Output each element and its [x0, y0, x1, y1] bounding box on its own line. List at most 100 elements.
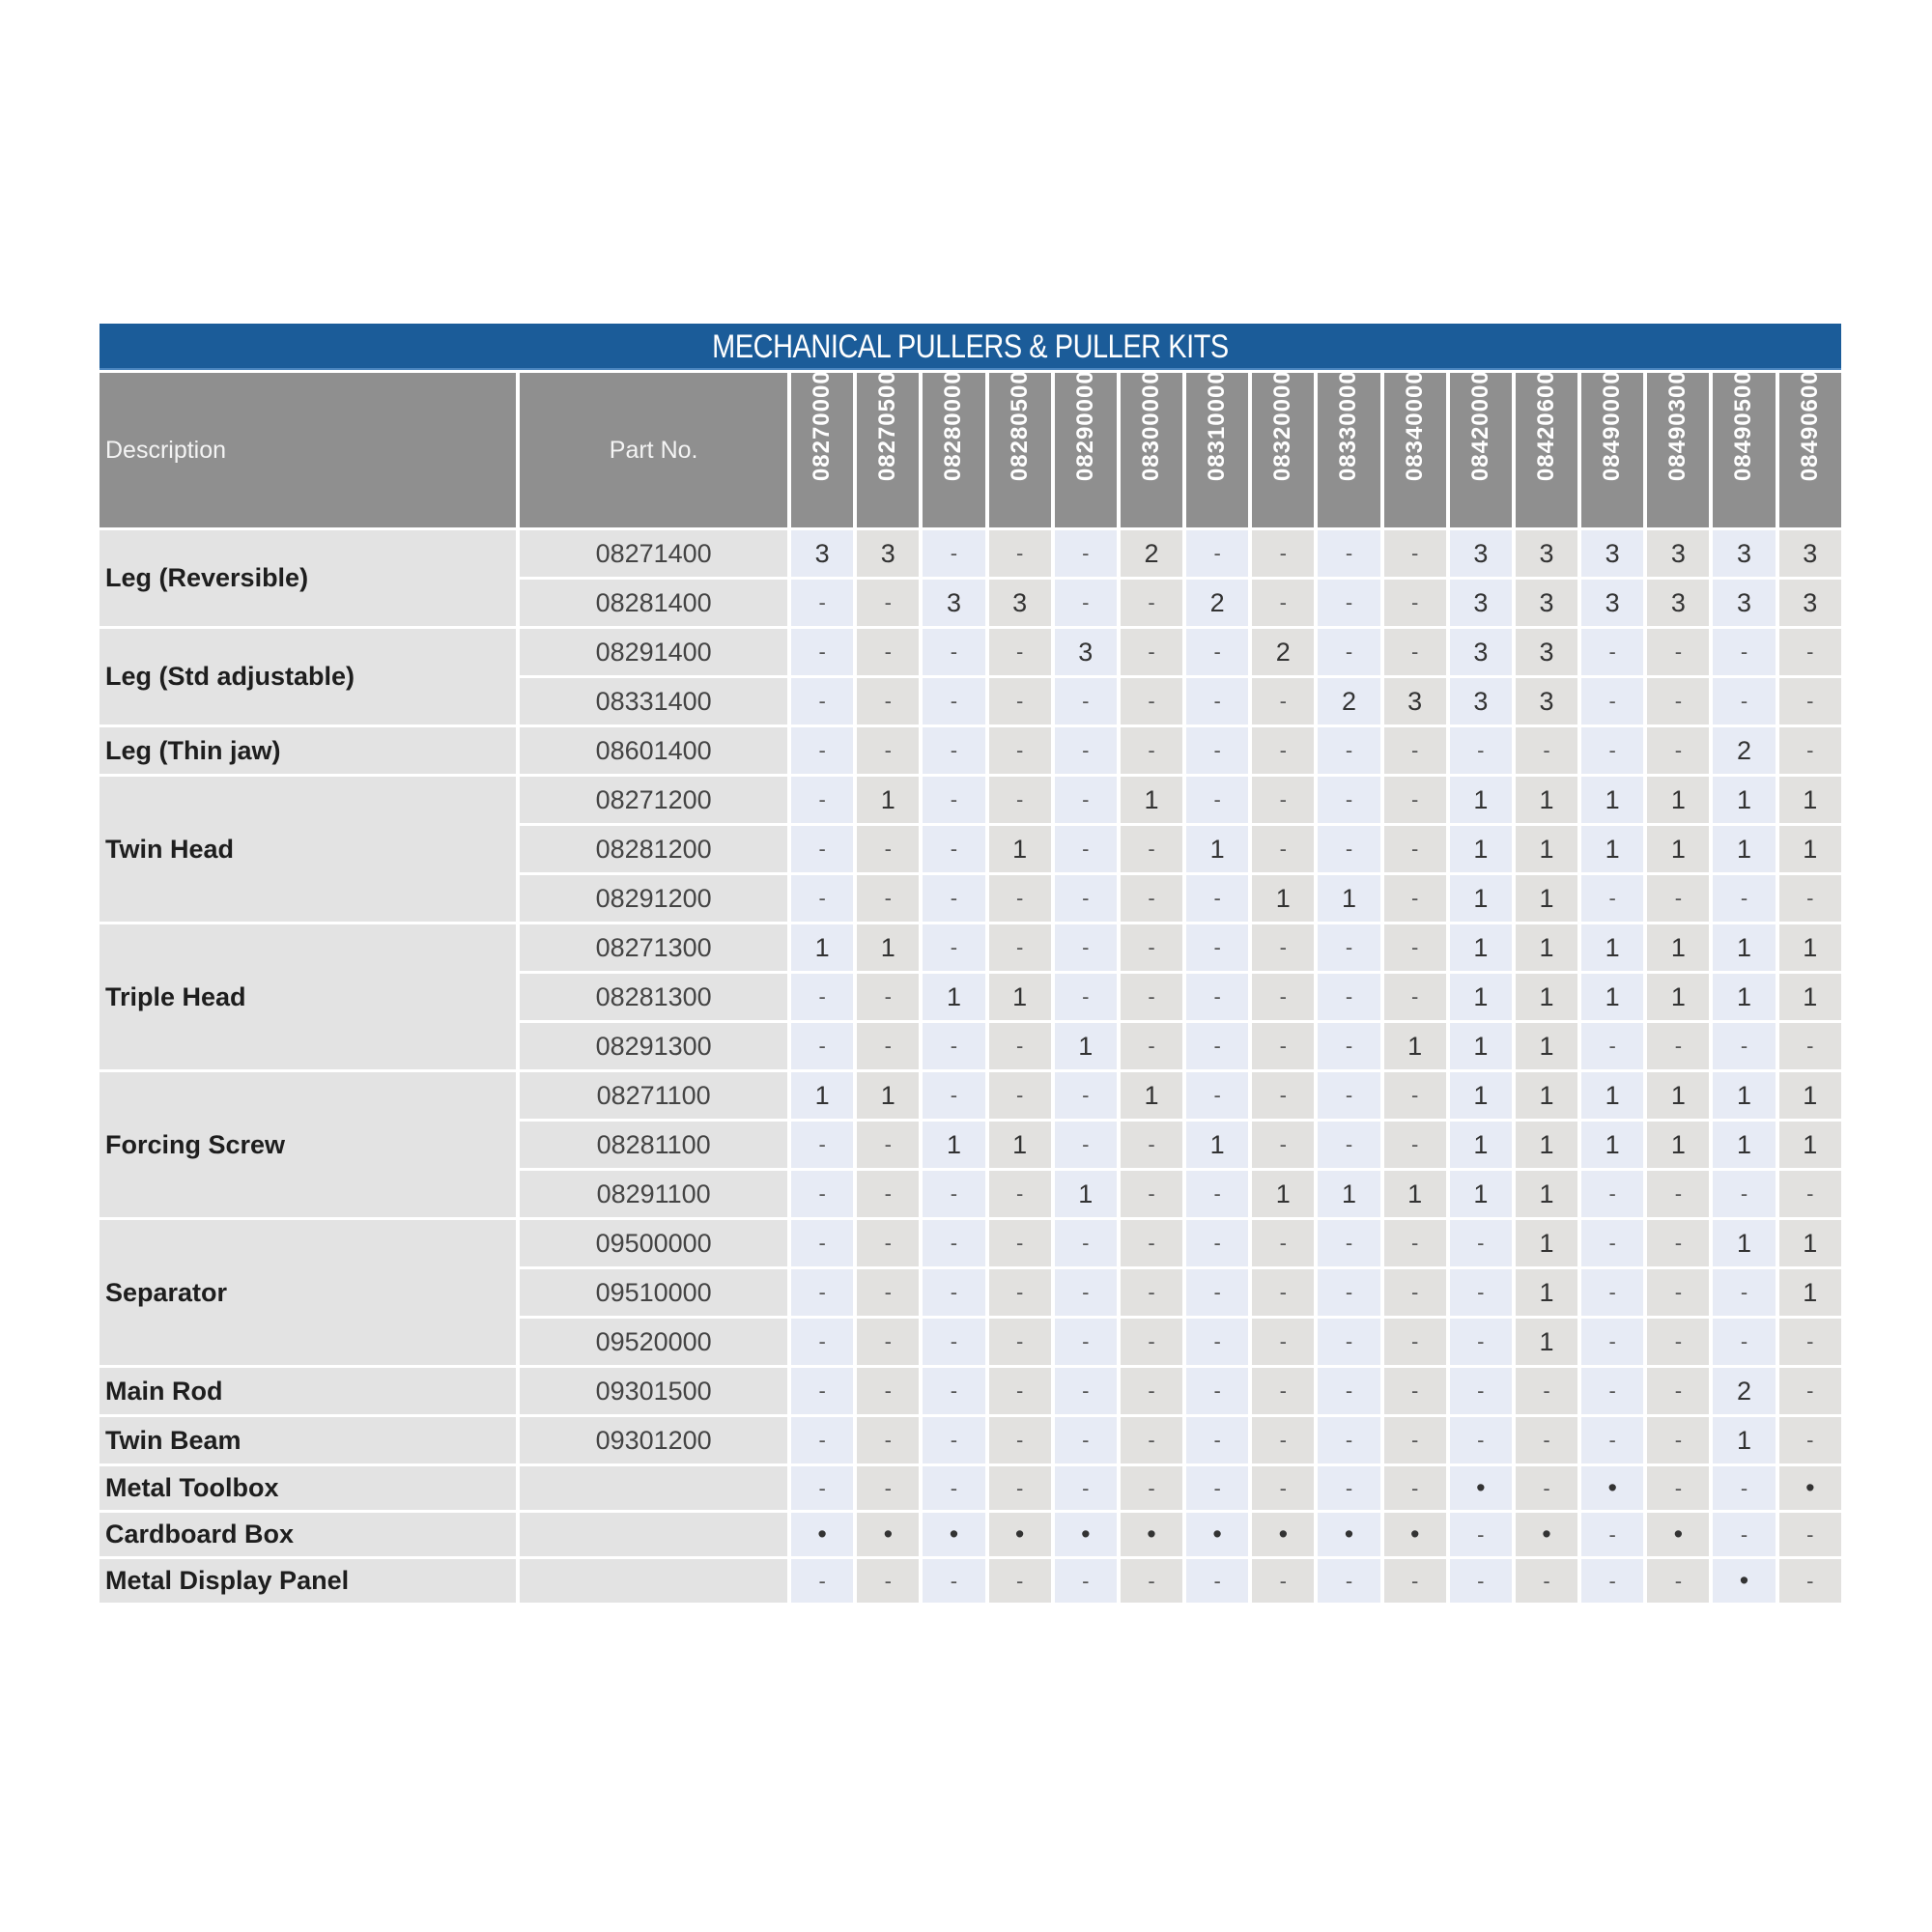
quantity-cell: - [1647, 1319, 1710, 1365]
quantity-cell: - [1778, 1319, 1841, 1365]
quantity-cell: - [1120, 875, 1183, 922]
quantity-cell: - [857, 1417, 920, 1463]
quantity-cell: - [1647, 875, 1710, 922]
quantity-cell: - [1449, 1417, 1512, 1463]
quantity-cell: - [1383, 1417, 1446, 1463]
header-kit: 08280500 [988, 370, 1051, 527]
quantity-cell: 3 [1515, 530, 1578, 577]
quantity-cell: - [1186, 1417, 1249, 1463]
quantity-cell: 1 [1449, 1023, 1512, 1069]
quantity-cell: 1 [1515, 1072, 1578, 1119]
table-row: Metal Toolbox - - - - - - - - - - • - • - - • [99, 1466, 1841, 1510]
quantity-cell: - [791, 1171, 854, 1217]
header-kit-label: 08330000 [1335, 370, 1362, 482]
quantity-cell: • [1186, 1513, 1249, 1556]
quantity-cell: 1 [791, 1072, 854, 1119]
quantity-cell: - [1120, 1220, 1183, 1266]
quantity-cell: - [1186, 875, 1249, 922]
quantity-cell: - [1713, 1269, 1776, 1316]
header-kit-label: 08280500 [1006, 370, 1033, 482]
quantity-cell: - [923, 1417, 985, 1463]
quantity-cell: - [1383, 1122, 1446, 1168]
header-kit-label: 08270000 [809, 370, 836, 482]
quantity-cell: - [1515, 1466, 1578, 1510]
quantity-cell: - [1581, 1368, 1644, 1414]
quantity-cell: - [1383, 875, 1446, 922]
quantity-cell: 1 [1515, 1319, 1578, 1365]
quantity-cell: - [1778, 875, 1841, 922]
quantity-cell: 1 [1647, 826, 1710, 872]
quantity-cell: 1 [988, 826, 1051, 872]
quantity-cell: - [1186, 1171, 1249, 1217]
quantity-cell: 1 [1515, 1122, 1578, 1168]
quantity-cell: - [1252, 727, 1315, 774]
quantity-cell: • [1120, 1513, 1183, 1556]
header-kit: 08420000 [1449, 370, 1512, 527]
quantity-cell: • [857, 1513, 920, 1556]
quantity-cell: - [1252, 1319, 1315, 1365]
quantity-cell: - [1252, 826, 1315, 872]
quantity-cell: • [1778, 1466, 1841, 1510]
quantity-cell: - [1120, 974, 1183, 1020]
part-number-cell: 09500000 [520, 1220, 788, 1266]
puller-kits-table: Description Part No. 08270000 08270500 082… [96, 370, 1845, 1605]
header-kit-label: 08300000 [1137, 370, 1164, 482]
quantity-cell: - [1581, 875, 1644, 922]
description-cell: Metal Toolbox [99, 1466, 517, 1510]
quantity-cell: 3 [1581, 580, 1644, 626]
quantity-cell: - [1186, 974, 1249, 1020]
quantity-cell: - [857, 580, 920, 626]
quantity-cell: - [1120, 1368, 1183, 1414]
quantity-cell: - [1383, 924, 1446, 971]
quantity-cell: - [1186, 629, 1249, 675]
quantity-cell: 1 [1449, 826, 1512, 872]
quantity-cell: 1 [1778, 1220, 1841, 1266]
quantity-cell: 3 [1713, 580, 1776, 626]
quantity-cell: 1 [1713, 826, 1776, 872]
quantity-cell: 1 [1581, 1072, 1644, 1119]
quantity-cell: - [1054, 777, 1117, 823]
quantity-cell: - [1581, 1559, 1644, 1603]
quantity-cell: - [1713, 1023, 1776, 1069]
quantity-cell: 3 [1647, 580, 1710, 626]
quantity-cell: 1 [791, 924, 854, 971]
quantity-cell: - [1054, 1122, 1117, 1168]
quantity-cell: - [1449, 1513, 1512, 1556]
quantity-cell: - [1383, 1559, 1446, 1603]
quantity-cell: 1 [1054, 1171, 1117, 1217]
quantity-cell: 3 [1515, 678, 1578, 724]
quantity-cell: - [1383, 777, 1446, 823]
part-number-cell: 08601400 [520, 727, 788, 774]
quantity-cell: - [1252, 1417, 1315, 1463]
part-number-cell: 08291200 [520, 875, 788, 922]
quantity-cell: - [1186, 1559, 1249, 1603]
quantity-cell: 1 [1515, 1269, 1578, 1316]
quantity-cell: • [1581, 1466, 1644, 1510]
table-row: Main Rod 09301500- - - - - - - - - - - - - -2- [99, 1368, 1841, 1414]
quantity-cell: - [1318, 924, 1380, 971]
quantity-cell: 3 [1449, 629, 1512, 675]
quantity-cell: - [1252, 678, 1315, 724]
quantity-cell: - [1581, 678, 1644, 724]
quantity-cell: - [1581, 1513, 1644, 1556]
quantity-cell: - [1186, 1023, 1249, 1069]
quantity-cell: • [1252, 1513, 1315, 1556]
quantity-cell: - [1778, 1559, 1841, 1603]
quantity-cell: - [1581, 1319, 1644, 1365]
header-kit: 08490300 [1647, 370, 1710, 527]
quantity-cell: - [1778, 1368, 1841, 1414]
table-row: Metal Display Panel - - - - - - - - - - - - - - • - [99, 1559, 1841, 1603]
quantity-cell: - [1054, 1559, 1117, 1603]
quantity-cell: - [1186, 777, 1249, 823]
quantity-cell: 2 [1713, 727, 1776, 774]
quantity-cell: 1 [1713, 1220, 1776, 1266]
part-number-cell [520, 1513, 788, 1556]
header-kit-label: 08280000 [940, 370, 967, 482]
quantity-cell: - [1252, 1559, 1315, 1603]
quantity-cell: - [791, 1023, 854, 1069]
quantity-cell: - [857, 1319, 920, 1365]
quantity-cell: 1 [1713, 924, 1776, 971]
quantity-cell: - [1449, 1559, 1512, 1603]
quantity-cell: - [791, 777, 854, 823]
table-row: 09520000- - - - - - - - - - -1- - - - [99, 1319, 1841, 1365]
